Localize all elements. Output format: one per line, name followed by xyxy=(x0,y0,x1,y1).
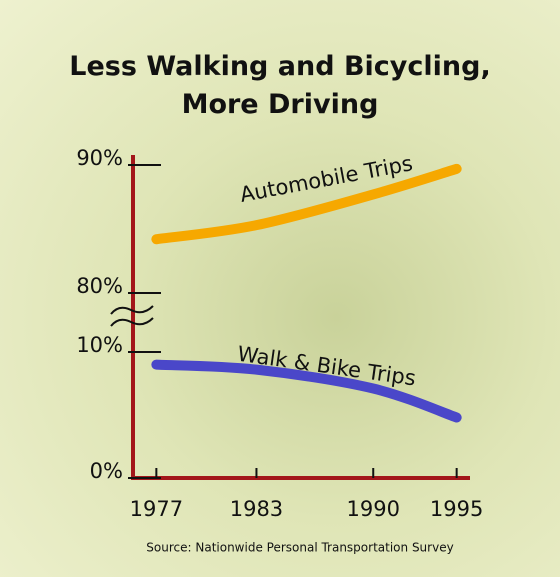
y-tick-label: 0% xyxy=(90,459,123,483)
series-label: Automobile Trips xyxy=(238,151,415,207)
y-tick-label: 80% xyxy=(76,274,123,298)
x-tick-label: 1995 xyxy=(430,497,483,521)
series-line xyxy=(151,163,462,245)
source: Source: Nationwide Personal Transportati… xyxy=(146,541,453,555)
y-tick-label: 90% xyxy=(76,146,123,170)
axis-break xyxy=(110,305,154,327)
x-tick-label: 1983 xyxy=(230,497,283,521)
x-tick-label: 1990 xyxy=(347,497,400,521)
x-tick-label: 1977 xyxy=(130,497,183,521)
series-line xyxy=(151,359,462,423)
y-tick-label: 10% xyxy=(76,333,123,357)
chart-title: Less Walking and Bicycling, More Driving xyxy=(69,51,491,120)
